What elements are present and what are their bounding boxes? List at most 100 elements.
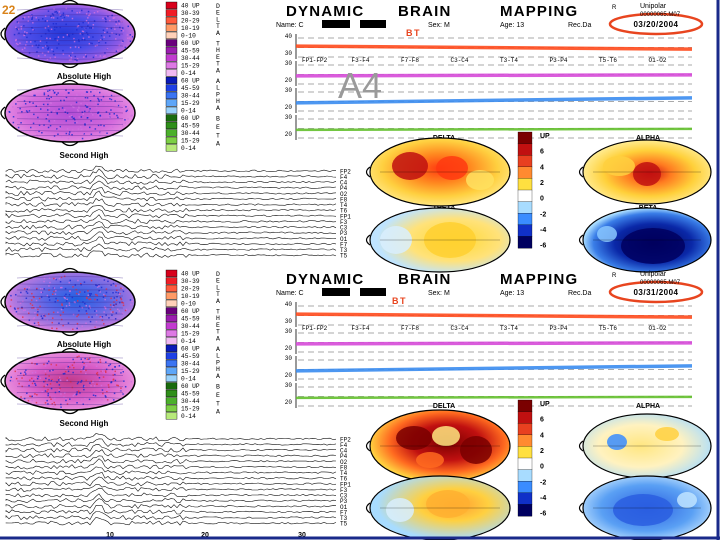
absolute-high-head-map-speckle xyxy=(24,288,26,290)
scale-value-label: 2 xyxy=(540,180,544,187)
second-high-head-map-speckle xyxy=(98,396,100,398)
absolute-high-head-map-speckle xyxy=(32,305,34,307)
absolute-high-head-map-speckle xyxy=(49,282,51,284)
absolute-high-head-map-speckle xyxy=(106,288,108,290)
legend-range-label: 60 UP xyxy=(181,78,200,85)
second-high-head-map-speckle xyxy=(43,104,45,106)
second-high-head-map-speckle xyxy=(45,385,47,387)
legend-range-label: 60 UP xyxy=(181,308,200,315)
second-high-head-map-speckle xyxy=(120,108,122,110)
second-high-head-map-speckle xyxy=(89,127,91,129)
second-high-head-map-speckle xyxy=(60,406,62,408)
eeg-trace-line xyxy=(6,166,336,173)
absolute-high-head-map-speckle xyxy=(125,47,127,49)
legend-range-label: 0-14 xyxy=(181,413,196,420)
absolute-high-head-map-speckle xyxy=(99,291,101,293)
absolute-high-head-map-speckle xyxy=(103,294,105,296)
absolute-high-head-map-speckle xyxy=(69,302,71,304)
legend-swatch xyxy=(166,107,177,114)
scale-value-label: 0 xyxy=(540,196,544,203)
absolute-high-head-map-speckle xyxy=(54,11,56,13)
electrode-pair-label: F3-F4 xyxy=(352,57,370,64)
electrode-pair-label: F7-F8 xyxy=(401,57,419,64)
legend-range-label: 15-29 xyxy=(181,331,200,338)
absolute-high-head-map-speckle xyxy=(94,310,96,312)
second-high-head-map-speckle xyxy=(97,113,99,115)
absolute-high-head-map-speckle xyxy=(38,322,40,324)
eeg-trace-line xyxy=(6,484,336,491)
legend-range-label: 30-44 xyxy=(181,55,200,62)
absolute-high-head-map-speckle xyxy=(14,34,16,36)
absolute-high-head-map-speckle xyxy=(116,51,118,53)
band-label-delta: DELTA xyxy=(433,403,455,410)
scale-swatch xyxy=(518,481,532,493)
absolute-high-head-map-speckle xyxy=(51,328,53,330)
second-high-head-map-speckle xyxy=(83,132,85,134)
absolute-high-head-map-speckle xyxy=(127,34,129,36)
legend-band-letter: E xyxy=(216,124,220,131)
second-high-head-map-speckle xyxy=(50,399,52,401)
absolute-high-head-map-speckle xyxy=(100,317,102,319)
second-high-head-map-speckle xyxy=(33,114,35,116)
eeg-trace-line xyxy=(6,169,336,179)
second-high-head-map-speckle xyxy=(25,103,27,105)
second-high-head-map-speckle xyxy=(104,372,106,374)
second-high-head-map-speckle xyxy=(64,373,66,375)
legend-range-label: 60 UP xyxy=(181,383,200,390)
absolute-high-head-map-speckle xyxy=(92,36,94,38)
absolute-high-head-map-speckle xyxy=(52,322,54,324)
absolute-high-head-map-speckle xyxy=(90,295,92,297)
second-high-head-map-speckle xyxy=(57,129,59,131)
redacted-name-bar xyxy=(322,20,350,28)
second-high-head-map-speckle xyxy=(125,122,127,124)
legend-range-label: 60 UP xyxy=(181,346,200,353)
report-title-dynamic: DYNAMIC xyxy=(286,3,364,20)
second-high-head-map-speckle xyxy=(40,108,42,110)
second-high-head-map-speckle xyxy=(18,383,20,385)
second-high-head-map-speckle xyxy=(36,132,38,134)
absolute-high-head-map-speckle xyxy=(88,22,90,24)
second-high-head-map-speckle xyxy=(85,97,87,99)
registered-mark: R xyxy=(612,273,617,279)
second-high-head-map-speckle xyxy=(77,356,79,358)
absolute-high-head-map-speckle xyxy=(55,278,57,280)
second-high-head-map-speckle xyxy=(57,134,59,136)
second-high-head-map-speckle xyxy=(113,379,115,381)
legend-range-label: 45-59 xyxy=(181,85,200,92)
second-high-head-map-speckle xyxy=(68,366,70,368)
absolute-high-head-map-speckle xyxy=(41,296,43,298)
second-high-head-map-speckle xyxy=(92,114,94,116)
second-high-head-map-speckle xyxy=(118,103,120,105)
absolute-high-head-map-speckle xyxy=(79,12,81,14)
absolute-high-head-map-speckle xyxy=(48,285,50,287)
second-high-head-map-speckle xyxy=(51,102,53,104)
second-high-head-map-speckle xyxy=(102,370,104,372)
delta-topo-map-blob xyxy=(460,436,492,464)
absolute-high-head-map-speckle xyxy=(103,311,105,313)
absolute-high-head-map-speckle xyxy=(71,57,73,59)
absolute-high-head-map-speckle xyxy=(49,277,51,279)
absolute-high-head-map-speckle xyxy=(75,56,77,58)
absolute-high-head-map-speckle xyxy=(132,301,134,303)
absolute-high-head-map-speckle xyxy=(105,308,107,310)
slide-number: 22 xyxy=(2,3,16,17)
second-high-head-map-speckle xyxy=(101,117,103,119)
absolute-high-head-map-speckle xyxy=(119,23,121,25)
chart-axis-tick: 20 xyxy=(285,399,293,406)
second-high-head-map-speckle xyxy=(81,380,83,382)
second-high-head-map-speckle xyxy=(84,92,86,94)
second-high-head-map-speckle xyxy=(99,92,101,94)
absolute-high-head-map-speckle xyxy=(89,299,91,301)
eeg-trace-line xyxy=(6,467,336,475)
second-high-head-map-speckle xyxy=(69,133,71,135)
absolute-high-head-map-speckle xyxy=(95,55,97,57)
absolute-high-head-map-speckle xyxy=(37,309,39,311)
second-high-head-map-speckle xyxy=(117,117,119,119)
absolute-high-head-map-speckle xyxy=(51,29,53,31)
absolute-high-head-map-speckle xyxy=(30,41,32,43)
second-high-head-map-speckle xyxy=(116,385,118,387)
patient-name-label: Name: C xyxy=(276,22,304,29)
second-high-head-map-speckle xyxy=(112,126,114,128)
eeg-trace-line xyxy=(6,439,336,447)
